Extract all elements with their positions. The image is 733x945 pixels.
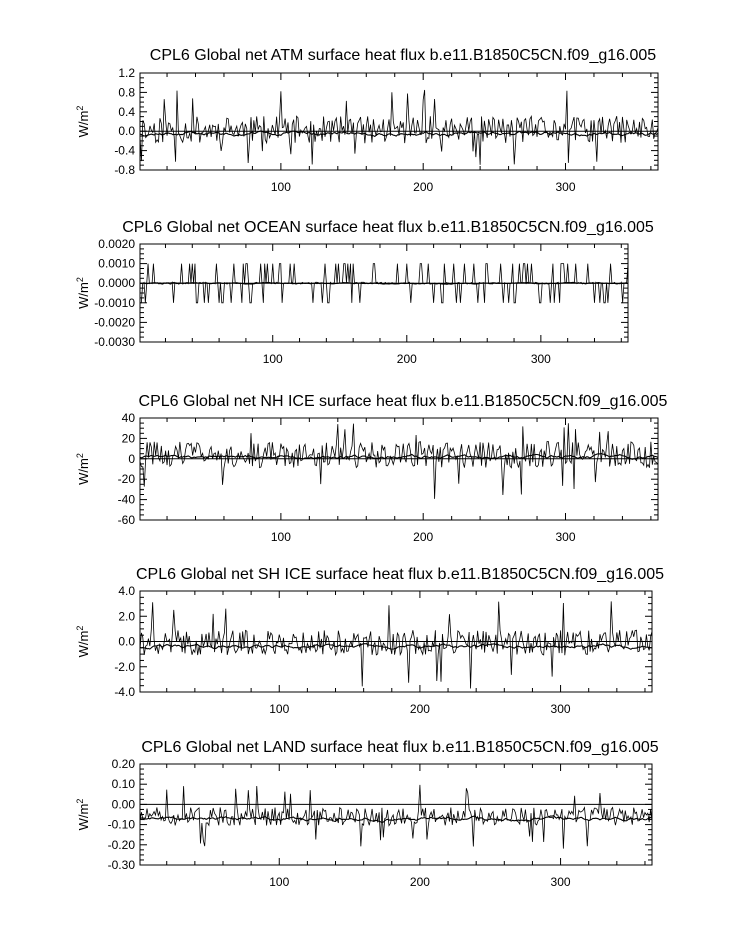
y-tick-label: 2.0 bbox=[118, 609, 135, 623]
x-tick-label: 100 bbox=[269, 875, 289, 889]
y-tick-label: -0.0030 bbox=[94, 335, 135, 349]
x-tick-label: 200 bbox=[413, 180, 433, 194]
y-tick-label: 4.0 bbox=[118, 584, 135, 598]
series-line-2 bbox=[139, 130, 659, 138]
panel-2: CPL6 Global net OCEAN surface heat flux … bbox=[75, 219, 654, 366]
y-tick-label: -0.20 bbox=[108, 838, 136, 852]
y-tick-label: -0.10 bbox=[108, 818, 136, 832]
y-tick-label: -60 bbox=[118, 513, 136, 527]
y-tick-label: -20 bbox=[118, 472, 136, 486]
y-tick-label: 1.2 bbox=[118, 66, 135, 80]
y-tick-label: 0.8 bbox=[118, 85, 135, 99]
panel-3: CPL6 Global net NH ICE surface heat flux… bbox=[75, 393, 668, 544]
x-tick-label: 200 bbox=[397, 352, 417, 366]
x-tick-label: 100 bbox=[269, 702, 289, 716]
series-line-2 bbox=[139, 452, 659, 460]
y-axis-label: W/m2 bbox=[75, 626, 91, 658]
plot-frame bbox=[139, 763, 653, 866]
panel-title: CPL6 Global net SH ICE surface heat flux… bbox=[136, 566, 664, 583]
x-tick-label: 100 bbox=[263, 352, 283, 366]
plot-frame bbox=[139, 72, 659, 171]
plot-frame bbox=[139, 417, 659, 521]
y-tick-label: 0.4 bbox=[118, 105, 135, 119]
y-tick-label: -0.0010 bbox=[94, 296, 135, 310]
x-tick-label: 200 bbox=[410, 875, 430, 889]
series-line-1 bbox=[139, 784, 653, 849]
series-line-2 bbox=[139, 643, 653, 650]
y-tick-label: 20 bbox=[122, 431, 136, 445]
y-tick-label: 40 bbox=[122, 411, 136, 425]
y-tick-label: -0.30 bbox=[108, 858, 136, 872]
y-axis-label: W/m2 bbox=[75, 799, 91, 831]
x-tick-label: 100 bbox=[271, 530, 291, 544]
x-tick-label: 200 bbox=[410, 702, 430, 716]
panel-1: CPL6 Global net ATM surface heat flux b.… bbox=[75, 47, 659, 194]
series-line-1 bbox=[139, 601, 653, 689]
y-tick-label: 0.0020 bbox=[98, 237, 135, 251]
y-tick-label: -0.0020 bbox=[94, 315, 135, 329]
x-tick-label: 300 bbox=[555, 530, 575, 544]
series-line-2 bbox=[139, 814, 653, 823]
y-tick-label: 0 bbox=[128, 452, 135, 466]
y-tick-label: -0.8 bbox=[114, 163, 135, 177]
panel-5: CPL6 Global net LAND surface heat flux b… bbox=[75, 739, 659, 889]
x-tick-label: 300 bbox=[555, 180, 575, 194]
y-tick-label: 0.0010 bbox=[98, 257, 135, 271]
y-axis-label: W/m2 bbox=[75, 277, 91, 309]
y-axis-label: W/m2 bbox=[75, 106, 91, 138]
x-tick-label: 300 bbox=[531, 352, 551, 366]
x-tick-label: 300 bbox=[551, 875, 571, 889]
y-axis-label: W/m2 bbox=[75, 453, 91, 485]
y-tick-label: 0.20 bbox=[112, 757, 136, 771]
x-tick-label: 100 bbox=[271, 180, 291, 194]
panel-title: CPL6 Global net ATM surface heat flux b.… bbox=[150, 47, 656, 64]
y-tick-label: -40 bbox=[118, 493, 136, 507]
y-tick-label: -0.4 bbox=[114, 144, 135, 158]
series-line-2 bbox=[139, 281, 629, 285]
panel-4: CPL6 Global net SH ICE surface heat flux… bbox=[75, 566, 664, 716]
y-tick-label: 0.0 bbox=[118, 635, 135, 649]
series-line-1 bbox=[139, 423, 659, 499]
x-tick-label: 300 bbox=[551, 702, 571, 716]
panel-title: CPL6 Global net OCEAN surface heat flux … bbox=[122, 219, 654, 236]
y-tick-label: 0.0000 bbox=[98, 276, 135, 290]
panel-title: CPL6 Global net NH ICE surface heat flux… bbox=[139, 393, 668, 410]
x-tick-label: 200 bbox=[413, 530, 433, 544]
series-line-1 bbox=[139, 89, 659, 165]
y-tick-label: 0.10 bbox=[112, 777, 136, 791]
y-tick-label: -4.0 bbox=[114, 685, 135, 699]
y-tick-label: -2.0 bbox=[114, 660, 135, 674]
y-tick-label: 0.00 bbox=[112, 797, 136, 811]
y-tick-label: 0.0 bbox=[118, 124, 135, 138]
panel-title: CPL6 Global net LAND surface heat flux b… bbox=[141, 739, 658, 756]
